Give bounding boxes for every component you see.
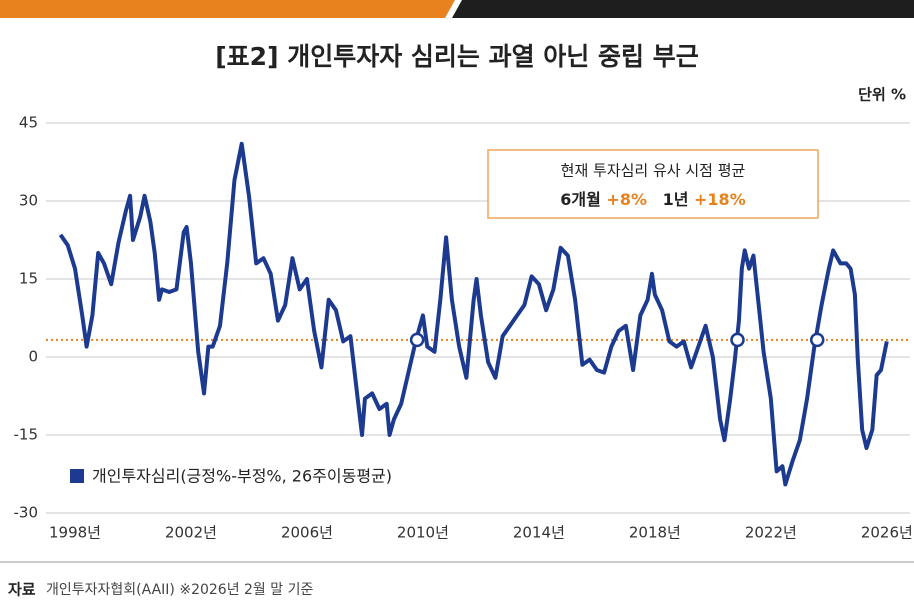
top-bar-orange	[0, 0, 455, 18]
annotation-value: +18%	[694, 190, 746, 209]
annotation-items: 6개월 +8% 1년 +18%	[560, 190, 745, 209]
x-tick-label: 2010년	[397, 524, 449, 542]
plot	[46, 141, 910, 487]
x-tick-label: 2002년	[165, 524, 217, 542]
x-tick-label: 2006년	[281, 524, 333, 542]
series-line	[58, 141, 889, 487]
source-text: 개인투자자협회(AAII) ※2026년 2월 말 기준	[46, 582, 313, 598]
annotation-title: 현재 투자심리 유사 시점 평균	[561, 162, 746, 180]
reference-marker	[730, 332, 745, 348]
y-tick-label: -15	[14, 426, 39, 444]
grid: 45 30 15 0 -15 -30 1998년 2002년 2006년 2010년 2014년 20…	[14, 114, 913, 542]
x-tick-label: 2014년	[513, 524, 565, 542]
y-tick-label: 45	[19, 114, 38, 132]
top-bar-dark	[452, 0, 914, 18]
reference-marker	[409, 332, 425, 348]
y-tick-label: 30	[19, 192, 38, 210]
chart-title: [표2] 개인투자자 심리는 과열 아닌 중립 부근	[215, 42, 698, 71]
y-tick-label: 0	[28, 348, 38, 366]
reference-marker	[809, 332, 825, 348]
x-tick-label: 2022년	[745, 524, 797, 542]
annotation-label: 6개월	[560, 190, 601, 209]
annotation-value: +8%	[606, 190, 647, 209]
source-label: 자료	[8, 581, 36, 599]
x-tick-label: 2018년	[629, 524, 681, 542]
x-tick-label: 1998년	[49, 524, 101, 542]
x-tick-label: 2026년	[861, 524, 913, 542]
annotation-box	[487, 149, 819, 219]
annotation-label: 1년	[663, 190, 689, 209]
unit-label: 단위 %	[858, 86, 906, 104]
legend-swatch	[70, 469, 84, 483]
y-tick-label: -30	[14, 504, 39, 522]
legend-label: 개인투자심리(긍정%-부정%, 26주이동평균)	[92, 467, 392, 486]
y-tick-label: 15	[19, 270, 38, 288]
